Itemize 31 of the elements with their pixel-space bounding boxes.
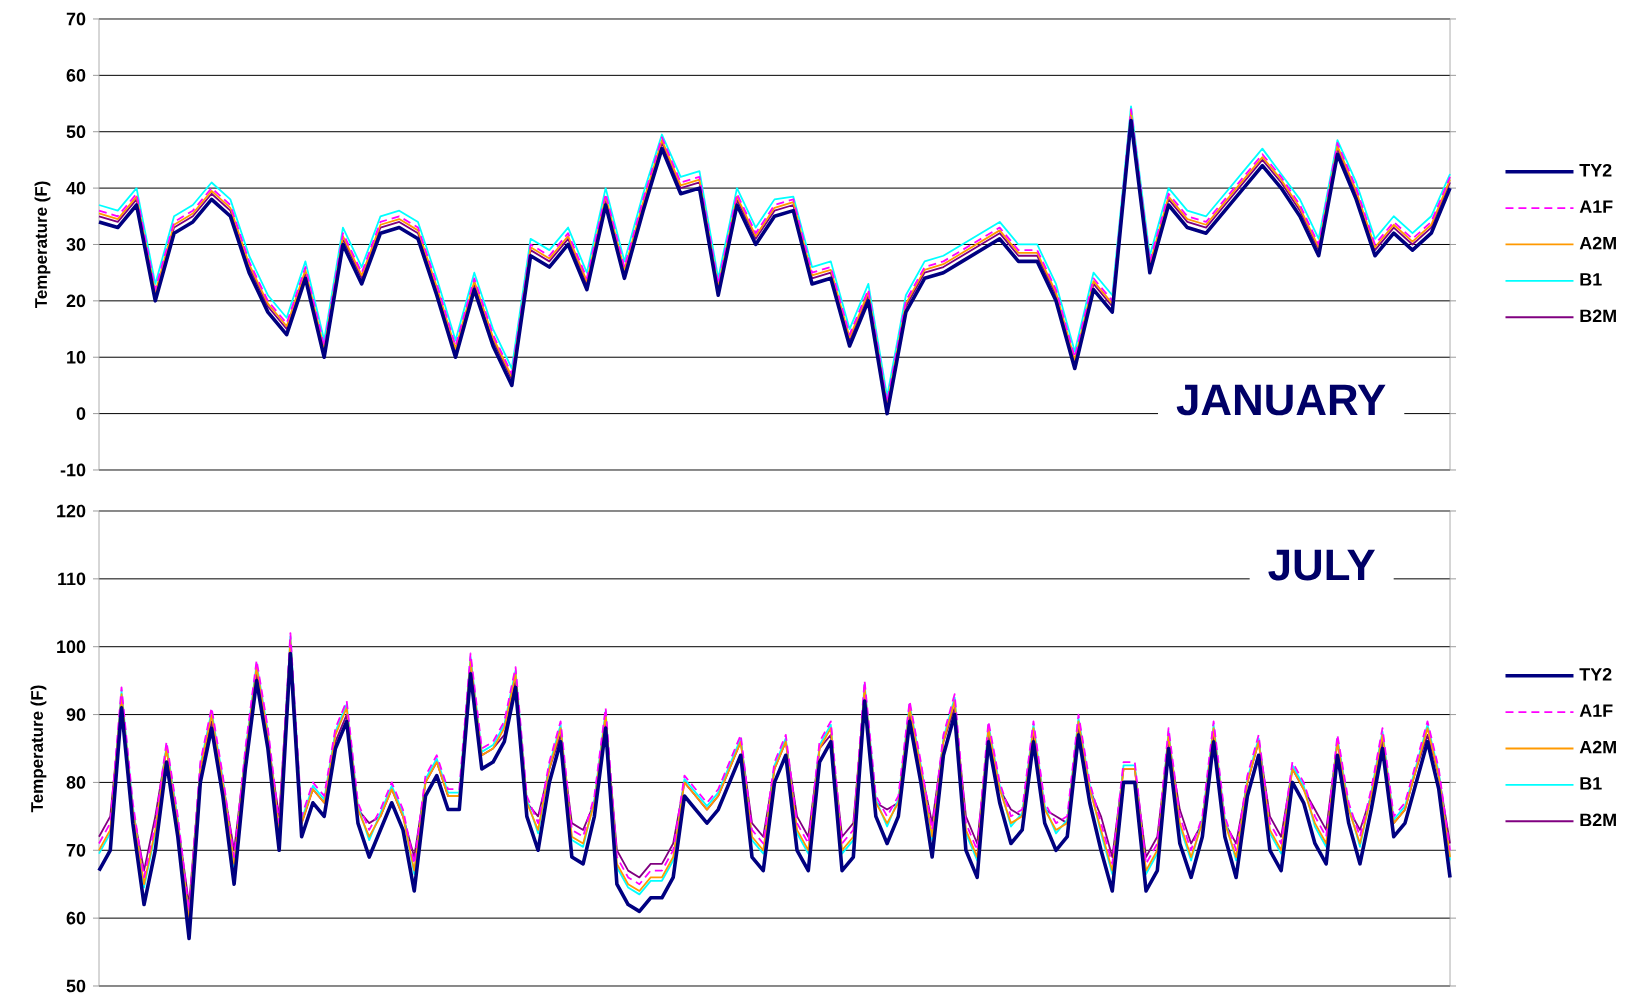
legend-label: B2M <box>1580 309 1616 323</box>
y-tick-label: 60 <box>66 911 86 925</box>
y-tick-label: 20 <box>66 294 86 308</box>
legend-label: A2M <box>1579 236 1616 250</box>
text: JULY <box>1268 549 1376 581</box>
legend-label: A2M <box>1579 740 1616 754</box>
y-tick-label: 40 <box>66 181 86 195</box>
y-tick-label: 0 <box>76 407 86 420</box>
y-tick-label: 60 <box>66 68 86 82</box>
legend-label: B2M <box>1580 813 1616 827</box>
legend-label: A1F <box>1579 200 1613 213</box>
y-tick-label: 120 <box>57 504 86 518</box>
y-tick-label: 10 <box>67 350 86 364</box>
legend-label: TY2 <box>1579 667 1612 681</box>
y-tick-label: 100 <box>57 640 86 654</box>
y-tick-label: 110 <box>58 572 86 586</box>
y-tick-label: 70 <box>66 843 86 857</box>
y-tick-label: 70 <box>66 12 86 26</box>
y-tick-label: 50 <box>66 125 86 139</box>
legend-label: B1 <box>1580 777 1602 790</box>
y-tick-label: -10 <box>60 463 86 477</box>
y-axis-title: Temperature (F) <box>30 685 47 813</box>
y-tick-label: 50 <box>66 979 86 993</box>
text: JANUARY <box>1176 384 1386 416</box>
y-tick-label: 90 <box>66 708 86 721</box>
legend-label: B1 <box>1580 273 1602 286</box>
legend-label: TY2 <box>1579 163 1612 177</box>
y-axis-title: Temperature (F) <box>34 181 51 309</box>
y-tick-label: 80 <box>66 776 86 789</box>
y-tick-label: 30 <box>66 238 86 251</box>
legend-label: A1F <box>1579 704 1613 717</box>
